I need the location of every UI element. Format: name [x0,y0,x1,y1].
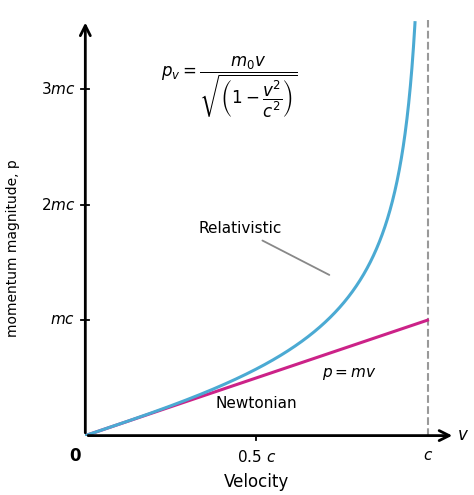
Text: $mc$: $mc$ [50,313,75,327]
Text: $v$: $v$ [457,427,469,444]
Text: Velocity: Velocity [224,473,289,491]
Text: Relativistic: Relativistic [198,221,329,275]
Text: $c$: $c$ [422,449,433,463]
Text: $p_v = \dfrac{m_0 v}{\sqrt{\left(1 - \dfrac{v^2}{c^2}\right)}}$: $p_v = \dfrac{m_0 v}{\sqrt{\left(1 - \df… [161,54,298,121]
Text: Newtonian: Newtonian [216,396,297,411]
Text: $p = mv$: $p = mv$ [321,366,376,382]
Text: $2mc$: $2mc$ [41,197,75,212]
Text: $\mathbf{0}$: $\mathbf{0}$ [69,447,82,465]
Text: $0.5\ c$: $0.5\ c$ [237,449,276,465]
Text: momentum magnitude, p: momentum magnitude, p [7,159,20,338]
Text: $3mc$: $3mc$ [41,81,75,97]
